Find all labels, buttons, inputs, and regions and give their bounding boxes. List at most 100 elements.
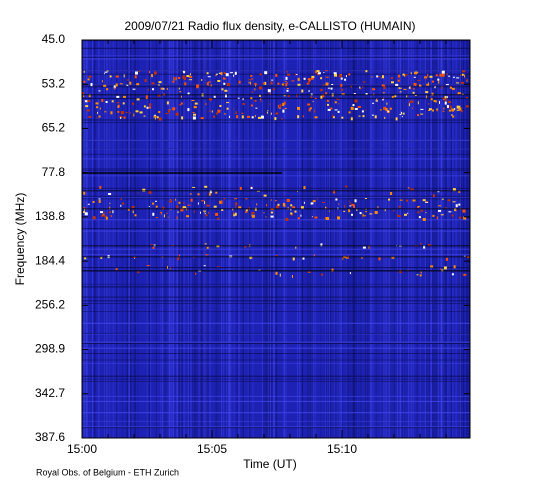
burst-pixel [454, 108, 456, 111]
burst-pixel [391, 77, 393, 80]
burst-pixel [425, 91, 429, 94]
burst-pixel [417, 101, 419, 105]
burst-pixel [206, 82, 209, 86]
band [82, 378, 470, 380]
burst-pixel [250, 104, 253, 107]
stripe [150, 40, 152, 438]
burst-pixel [333, 190, 336, 194]
stripe [329, 40, 331, 438]
burst-pixel [327, 103, 329, 106]
burst-pixel [388, 198, 391, 201]
stripe [411, 40, 413, 438]
burst-pixel [415, 72, 419, 73]
stripe [195, 40, 196, 438]
burst-pixel [152, 202, 155, 205]
burst-pixel [115, 75, 119, 78]
burst-pixel [250, 81, 251, 85]
burst-pixel [314, 116, 318, 119]
stripe [133, 40, 135, 438]
burst-pixel [297, 83, 301, 86]
burst-pixel [432, 194, 435, 198]
burst-pixel [235, 205, 237, 209]
burst-pixel [169, 200, 173, 203]
burst-pixel [87, 203, 90, 205]
burst-pixel [331, 84, 334, 85]
burst-pixel [407, 212, 409, 214]
burst-pixel [300, 206, 304, 210]
burst-pixel [314, 97, 317, 99]
burst-pixel [223, 198, 226, 200]
band [82, 219, 470, 221]
burst-pixel [108, 211, 111, 214]
burst-pixel [165, 113, 169, 114]
burst-pixel [440, 268, 441, 271]
burst-pixel [354, 199, 357, 203]
stripe [460, 40, 462, 438]
burst-pixel [220, 72, 223, 76]
burst-pixel [233, 108, 235, 110]
stripe [129, 40, 131, 438]
burst-pixel [286, 88, 289, 89]
band [82, 347, 470, 349]
stripe [468, 40, 470, 438]
burst-pixel [386, 102, 388, 105]
burst-pixel [132, 102, 135, 105]
stripe [276, 40, 278, 438]
burst-pixel [101, 80, 103, 83]
burst-pixel [234, 112, 237, 114]
burst-pixel [206, 72, 209, 75]
burst-pixel [132, 88, 136, 90]
burst-pixel [242, 98, 244, 101]
stripe [451, 40, 453, 438]
stripe [314, 40, 316, 438]
burst-pixel [374, 211, 378, 214]
burst-pixel [187, 108, 190, 112]
burst-pixel [326, 99, 329, 102]
burst-pixel [234, 198, 238, 200]
stripe [177, 40, 178, 438]
burst-pixel [456, 82, 460, 84]
burst-pixel [216, 112, 219, 115]
burst-pixel [378, 257, 381, 261]
dark-segment [82, 172, 282, 174]
burst-pixel [158, 81, 162, 84]
stripe [410, 40, 412, 438]
band [82, 375, 470, 377]
stripe [162, 40, 163, 438]
burst-pixel [103, 73, 105, 75]
stripe [98, 40, 100, 438]
burst-pixel [255, 107, 258, 109]
burst-pixel [311, 216, 313, 218]
burst-pixel [250, 74, 253, 77]
burst-pixel [177, 211, 180, 213]
burst-pixel [351, 203, 355, 206]
stripe [426, 40, 428, 438]
burst-pixel [238, 80, 241, 84]
burst-pixel [325, 82, 329, 86]
burst-pixel [135, 71, 138, 75]
burst-pixel [435, 74, 438, 77]
burst-pixel [205, 214, 208, 217]
burst-pixel [395, 117, 398, 121]
burst-pixel [217, 217, 220, 220]
stripe [83, 40, 85, 438]
band [82, 139, 470, 141]
stripe [244, 40, 246, 438]
burst-pixel [127, 79, 129, 81]
stripe [225, 40, 227, 438]
burst-pixel [349, 202, 351, 205]
burst-pixel [133, 113, 135, 117]
burst-pixel [325, 92, 328, 95]
stripe [382, 40, 384, 438]
burst-pixel [433, 100, 436, 102]
burst-pixel [384, 116, 386, 119]
burst-pixel [456, 77, 460, 79]
stripe [307, 40, 309, 438]
burst-pixel [382, 99, 384, 101]
burst-pixel [233, 74, 235, 77]
burst-pixel [297, 77, 300, 81]
band [82, 153, 470, 155]
burst-pixel [362, 115, 365, 118]
burst-pixel [233, 212, 235, 215]
burst-pixel [101, 98, 104, 102]
